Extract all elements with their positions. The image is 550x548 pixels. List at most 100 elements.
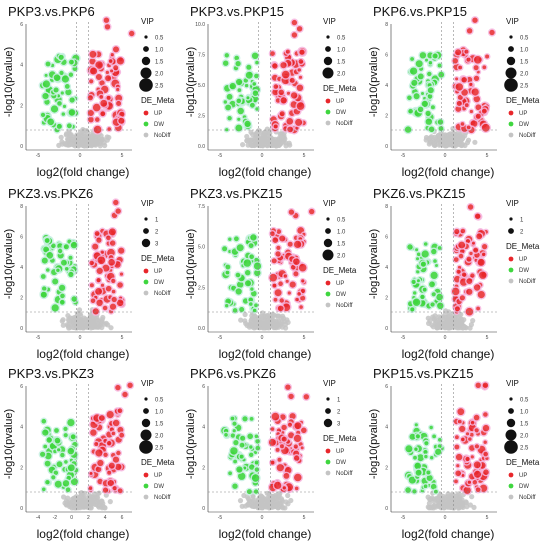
point-nodiff [70, 137, 76, 143]
vip-size-label: 2.0 [520, 72, 529, 78]
y-tick-label: 0 [20, 506, 23, 512]
y-tick-label: 6 [385, 53, 388, 59]
point-down [235, 242, 246, 253]
point-up [464, 455, 472, 463]
volcano-panel: PKZ6.vs.PKZ15 -log10(pvalue) log2(fold cha… [368, 186, 540, 361]
vip-legend-title: VIP [323, 379, 336, 388]
point-down [416, 105, 425, 114]
point-nodiff [280, 313, 286, 319]
point-down [226, 470, 234, 477]
point-nodiff [285, 319, 291, 325]
y-tick-label: 2.5 [198, 114, 205, 120]
point-nodiff [274, 497, 280, 503]
point-nodiff [107, 499, 113, 505]
point-down [66, 463, 77, 473]
point-down [222, 98, 229, 106]
y-tick-label: 2 [385, 114, 388, 120]
vip-size-marker [506, 418, 516, 428]
point-down [247, 451, 255, 459]
group-label: NoDiff [154, 133, 171, 139]
y-tick-label: 2.5 [198, 285, 205, 291]
point-up [270, 257, 279, 265]
point-nodiff [278, 496, 284, 502]
vip-size-label: 1.0 [520, 410, 529, 416]
point-down [223, 103, 233, 112]
point-nodiff [77, 129, 84, 135]
point-up [465, 56, 472, 63]
volcano-panel: PKP15.vs.PKZ15 -log10(pvalue) log2(fold ch… [368, 366, 540, 541]
vip-size-marker [323, 56, 333, 66]
point-up [117, 431, 126, 439]
y-axis-label: -log10(pvalue) [3, 409, 15, 479]
vip-size-marker [141, 238, 151, 248]
point-up [111, 63, 120, 72]
group-legend-title: DE_Meta [506, 242, 540, 251]
point-down [41, 78, 52, 89]
point-up [103, 22, 112, 31]
point-down [250, 472, 261, 484]
x-tick-label: 5 [486, 335, 489, 341]
point-up [483, 53, 491, 60]
point-down [67, 107, 77, 118]
point-nodiff [432, 313, 438, 319]
point-up [290, 30, 299, 40]
group-marker [325, 302, 331, 308]
point-up [93, 229, 101, 238]
vip-size-marker [322, 249, 334, 261]
vip-size-label: 2.5 [520, 84, 529, 90]
point-up [281, 484, 288, 491]
point-down [43, 236, 51, 245]
y-tick-label: 4 [385, 83, 388, 89]
vip-size-label: 2.5 [155, 84, 164, 90]
vip-size-label: 2.0 [520, 434, 529, 440]
point-nodiff [451, 315, 457, 321]
point-up [460, 75, 469, 84]
point-down [425, 469, 432, 476]
points-layer [220, 207, 316, 331]
point-down [408, 55, 416, 63]
point-up [114, 449, 123, 457]
point-down [243, 119, 253, 129]
point-down [245, 487, 254, 496]
group-marker [325, 459, 331, 465]
point-down [413, 421, 420, 428]
group-label: UP [519, 111, 527, 117]
point-up [295, 24, 304, 33]
point-nodiff [288, 497, 294, 504]
point-down [55, 459, 64, 469]
point-down [244, 63, 253, 72]
point-down [231, 306, 239, 315]
point-nodiff [267, 319, 273, 325]
point-nodiff [251, 497, 257, 503]
point-up [292, 270, 300, 278]
point-up [474, 112, 483, 121]
point-up [295, 100, 306, 112]
point-up [104, 234, 113, 242]
x-tick-label: -5 [36, 335, 41, 341]
point-down [62, 458, 70, 466]
point-nodiff [271, 142, 277, 148]
group-legend-title: DE_Meta [141, 96, 175, 105]
x-axis-label: log2(fold change) [37, 527, 130, 541]
point-up [481, 381, 490, 390]
vip-size-marker [323, 418, 333, 428]
panel-title: PKP15.vs.PKZ15 [373, 366, 473, 381]
points-layer [39, 198, 126, 331]
group-marker [508, 256, 514, 262]
point-nodiff [74, 132, 80, 138]
point-down [234, 464, 244, 474]
point-nodiff [242, 318, 248, 324]
vip-size-marker [323, 238, 333, 248]
y-tick-label: 6 [385, 384, 388, 390]
vip-size-label: 1.5 [155, 422, 164, 428]
point-down [55, 446, 62, 453]
y-axis-label: -log10(pvalue) [185, 409, 197, 479]
point-down [425, 70, 433, 78]
point-up [93, 447, 104, 458]
y-tick-label: 2 [20, 465, 23, 471]
point-up [105, 94, 113, 102]
point-up [270, 411, 281, 422]
point-up [115, 280, 125, 290]
point-up [268, 230, 277, 238]
y-axis-label: -log10(pvalue) [185, 47, 197, 117]
